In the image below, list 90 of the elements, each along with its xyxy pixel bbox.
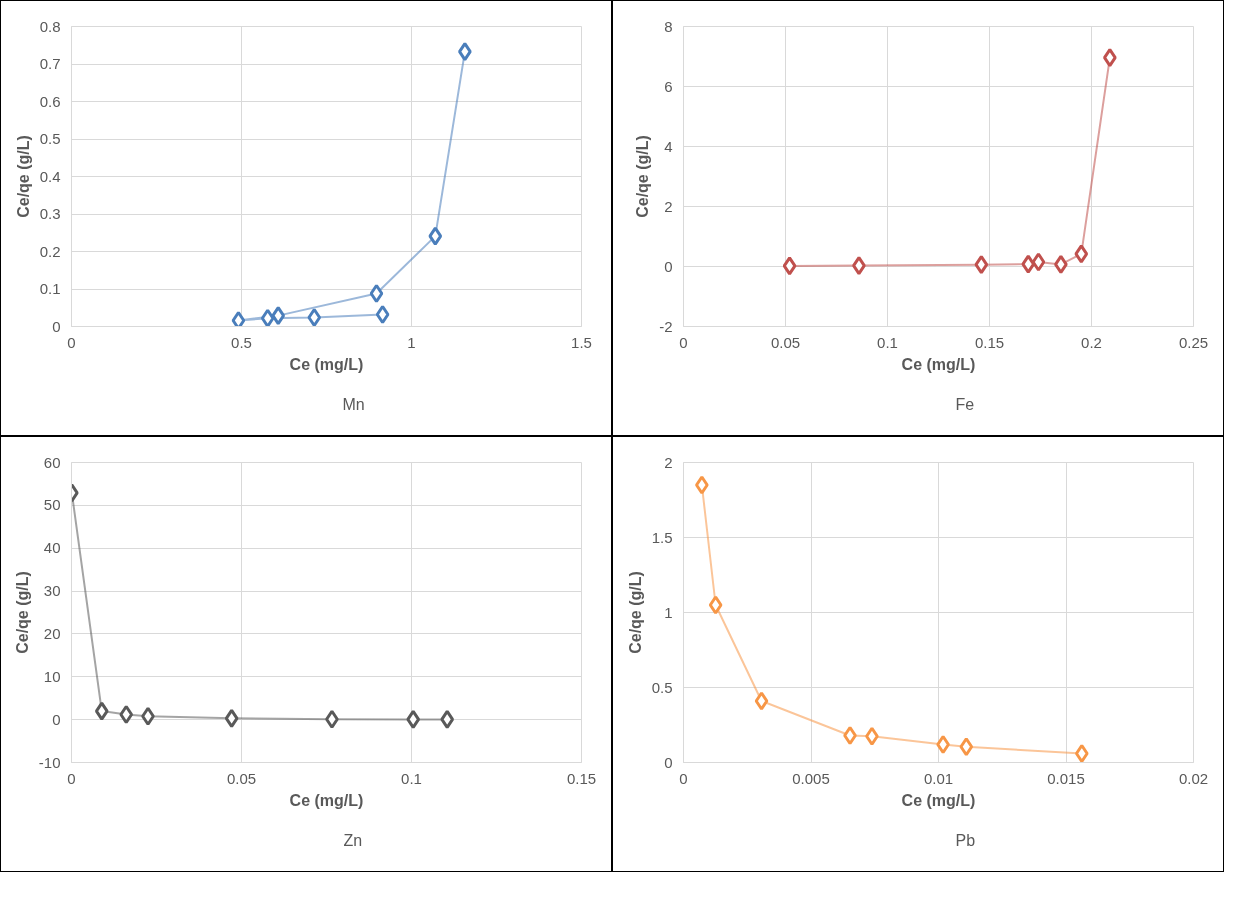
x-tick-label: 1 — [407, 333, 416, 351]
point — [1021, 254, 1036, 274]
point — [141, 706, 155, 726]
y-tick-label: 0 — [664, 753, 673, 771]
point — [782, 256, 797, 276]
y-tick-label: 0.7 — [39, 55, 61, 72]
x-tick-label: 0.015 — [1047, 769, 1085, 787]
point — [1074, 244, 1089, 264]
y-tick-label: 0.8 — [39, 17, 61, 35]
y-tick-label: 10 — [43, 667, 61, 685]
y-tick-label: 0 — [664, 257, 673, 275]
y-tick-label: 0.2 — [39, 242, 61, 260]
point — [865, 726, 879, 746]
point — [260, 308, 275, 327]
x-tick-label: 0.1 — [401, 769, 422, 787]
point — [959, 737, 974, 757]
point — [1103, 48, 1117, 68]
x-axis-title: Ce (mg/L) — [901, 355, 976, 373]
y-tick-label: 0 — [52, 317, 61, 335]
y-tick-label: 0 — [52, 710, 61, 728]
point — [119, 705, 134, 724]
point — [224, 708, 239, 728]
x-axis-title: Ce (mg/L) — [901, 791, 976, 809]
y-tick-label: 30 — [43, 582, 61, 600]
point — [94, 701, 109, 721]
y-tick-label: 8 — [664, 17, 673, 35]
x-tick-label: 0.1 — [877, 333, 898, 351]
y-tick-label: 60 — [43, 453, 61, 471]
x-tick-label: 0.2 — [1081, 333, 1102, 351]
x-tick-label: 0.25 — [1178, 333, 1209, 351]
point — [1054, 254, 1068, 274]
y-tick-label: 1.5 — [651, 528, 673, 546]
y-axis-title: Ce/qe (g/L) — [634, 135, 652, 218]
x-tick-label: 0 — [67, 769, 76, 787]
point — [271, 306, 286, 326]
y-tick-label: 0.3 — [39, 205, 61, 222]
point — [852, 256, 866, 276]
x-axis-title: Ce (mg/L) — [289, 355, 364, 373]
x-tick-label: 0.02 — [1178, 769, 1209, 787]
y-tick-label: 0.5 — [651, 678, 673, 696]
point — [754, 691, 769, 711]
text: Fe — [955, 396, 976, 414]
y-tick-label: -10 — [38, 753, 61, 771]
point — [458, 42, 472, 62]
x-tick-label: 0.5 — [231, 333, 252, 351]
y-tick-label: 4 — [664, 137, 673, 155]
y-tick-label: 0.1 — [39, 280, 61, 297]
point — [936, 735, 950, 754]
y-tick-label: -2 — [659, 317, 673, 335]
point — [843, 726, 857, 745]
text: Pb — [955, 832, 976, 850]
x-tick-label: 0.15 — [974, 333, 1005, 351]
y-tick-label: 1 — [664, 603, 673, 621]
y-tick-label: 0.5 — [39, 130, 61, 147]
x-tick-label: 0.05 — [226, 769, 257, 787]
point — [428, 226, 443, 246]
y-tick-label: 0.6 — [39, 92, 61, 110]
y-tick-label: 20 — [43, 624, 61, 642]
point — [325, 709, 339, 729]
y-tick-label: 2 — [664, 453, 673, 471]
y-axis-title: Ce/qe (g/L) — [14, 135, 32, 218]
text: Zn — [343, 832, 364, 850]
point — [440, 709, 455, 729]
x-tick-label: 0.15 — [566, 769, 597, 787]
x-tick-label: 0 — [67, 333, 76, 351]
x-tick-label: 0.01 — [923, 769, 954, 787]
point — [375, 305, 390, 324]
point — [974, 255, 989, 275]
y-tick-label: 50 — [43, 496, 61, 514]
point — [695, 475, 709, 495]
y-tick-label: 2 — [664, 197, 673, 215]
point — [708, 595, 723, 615]
y-axis-title: Ce/qe (g/L) — [626, 571, 644, 654]
text: Mn — [342, 396, 365, 414]
x-tick-label: 0 — [679, 769, 688, 787]
x-axis-title: Ce (mg/L) — [289, 791, 364, 809]
x-tick-label: 0.005 — [792, 769, 830, 787]
y-tick-label: 6 — [664, 77, 673, 95]
y-axis-title: Ce/qe (g/L) — [13, 571, 31, 654]
x-tick-label: 1.5 — [571, 333, 592, 351]
y-tick-label: 40 — [43, 539, 61, 557]
point — [231, 311, 246, 327]
point — [369, 284, 384, 303]
point — [1074, 744, 1089, 763]
x-tick-label: 0.05 — [770, 333, 801, 351]
point — [307, 308, 322, 327]
point — [406, 709, 421, 729]
y-tick-label: 0.4 — [39, 167, 61, 185]
x-tick-label: 0 — [679, 333, 688, 351]
point — [1031, 252, 1046, 272]
